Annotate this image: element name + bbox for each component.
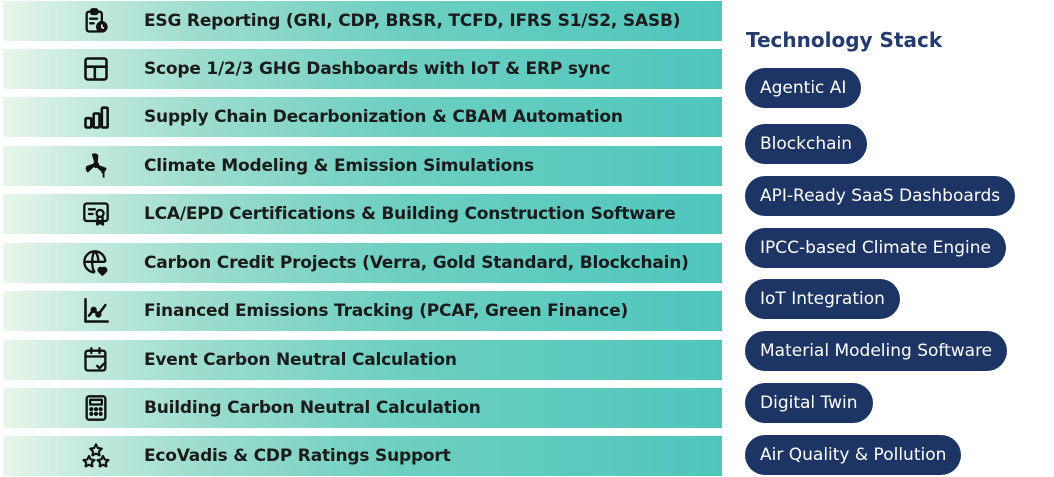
globe-heart-icon [81,249,111,277]
clipboard-clock-icon [81,7,111,35]
calculator-icon [81,394,111,422]
wind-turbine-icon [81,152,111,180]
service-label: Event Carbon Neutral Calculation [144,350,457,370]
service-label: Carbon Credit Projects (Verra, Gold Stan… [144,253,689,273]
service-row-climate-modeling: Climate Modeling & Emission Simulations [0,146,722,186]
service-row-lca-epd: LCA/EPD Certifications & Building Constr… [0,194,722,234]
stars-rating-icon [81,442,111,470]
tech-pill-api-dashboards: API-Ready SaaS Dashboards [745,176,1016,216]
service-label: Financed Emissions Tracking (PCAF, Green… [144,301,629,321]
service-row-ecovadis: EcoVadis & CDP Ratings Support [0,436,722,476]
services-list: ESG Reporting (GRI, CDP, BRSR, TCFD, IFR… [0,1,722,476]
certificate-icon [81,200,111,228]
service-label: Supply Chain Decarbonization & CBAM Auto… [144,107,623,127]
tech-pill-blockchain: Blockchain [745,124,868,164]
tech-pill-agentic-ai: Agentic AI [745,68,862,108]
service-row-supply-chain: Supply Chain Decarbonization & CBAM Auto… [0,97,722,137]
service-row-ghg-dashboards: Scope 1/2/3 GHG Dashboards with IoT & ER… [0,49,722,89]
tech-pill-ipcc-engine: IPCC-based Climate Engine [745,228,1006,268]
calendar-check-icon [81,346,111,374]
service-label: Building Carbon Neutral Calculation [144,398,481,418]
service-label: EcoVadis & CDP Ratings Support [144,446,451,466]
dashboard-layout-icon [81,55,111,83]
service-label: Scope 1/2/3 GHG Dashboards with IoT & ER… [144,59,611,79]
service-label: Climate Modeling & Emission Simulations [144,156,534,176]
service-row-esg-reporting: ESG Reporting (GRI, CDP, BRSR, TCFD, IFR… [0,1,722,41]
service-row-building-carbon: Building Carbon Neutral Calculation [0,388,722,428]
service-row-event-carbon: Event Carbon Neutral Calculation [0,340,722,380]
trend-chart-icon [81,297,111,325]
service-row-carbon-credit: Carbon Credit Projects (Verra, Gold Stan… [0,243,722,283]
service-row-financed-emissions: Financed Emissions Tracking (PCAF, Green… [0,291,722,331]
tech-pill-material-modeling: Material Modeling Software [745,331,1008,371]
tech-pill-iot-integration: IoT Integration [745,279,900,319]
service-label: ESG Reporting (GRI, CDP, BRSR, TCFD, IFR… [144,11,681,31]
tech-pill-air-quality: Air Quality & Pollution [745,435,962,475]
technology-stack-panel: Technology Stack Agentic AI Blockchain A… [745,0,1045,477]
tech-pill-digital-twin: Digital Twin [745,383,873,423]
bar-chart-icon [81,103,111,131]
technology-stack-title: Technology Stack [746,28,943,52]
service-label: LCA/EPD Certifications & Building Constr… [144,204,676,224]
